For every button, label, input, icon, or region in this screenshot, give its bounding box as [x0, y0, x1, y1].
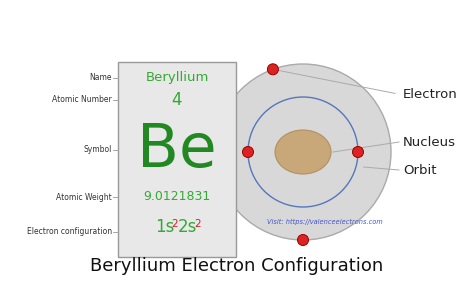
- Text: Beryllium: Beryllium: [146, 72, 209, 84]
- Text: Atomic Number: Atomic Number: [52, 95, 112, 105]
- Text: Name: Name: [90, 74, 112, 82]
- Circle shape: [243, 146, 254, 158]
- Text: 9.0121831: 9.0121831: [143, 190, 210, 203]
- Text: Symbol: Symbol: [83, 146, 112, 154]
- Text: Atomic Weight: Atomic Weight: [56, 192, 112, 201]
- Circle shape: [267, 64, 278, 75]
- Ellipse shape: [275, 130, 331, 174]
- Text: Orbit: Orbit: [403, 164, 437, 176]
- Circle shape: [353, 146, 364, 158]
- Circle shape: [248, 97, 358, 207]
- Circle shape: [298, 235, 309, 245]
- Text: 2: 2: [194, 219, 201, 229]
- Text: Visit: https://valenceelectrons.com: Visit: https://valenceelectrons.com: [267, 219, 383, 225]
- Text: 4: 4: [172, 91, 182, 109]
- Text: Beryllium Electron Configuration: Beryllium Electron Configuration: [91, 257, 383, 275]
- Circle shape: [215, 64, 391, 240]
- Text: 1s: 1s: [155, 218, 174, 236]
- Text: Electron: Electron: [403, 87, 458, 101]
- Text: Nucleus: Nucleus: [403, 135, 456, 148]
- Bar: [118, 62, 236, 257]
- Text: 2: 2: [171, 219, 178, 229]
- Text: 2s: 2s: [178, 218, 197, 236]
- Text: Electron configuration: Electron configuration: [27, 227, 112, 237]
- Text: Be: Be: [137, 121, 217, 180]
